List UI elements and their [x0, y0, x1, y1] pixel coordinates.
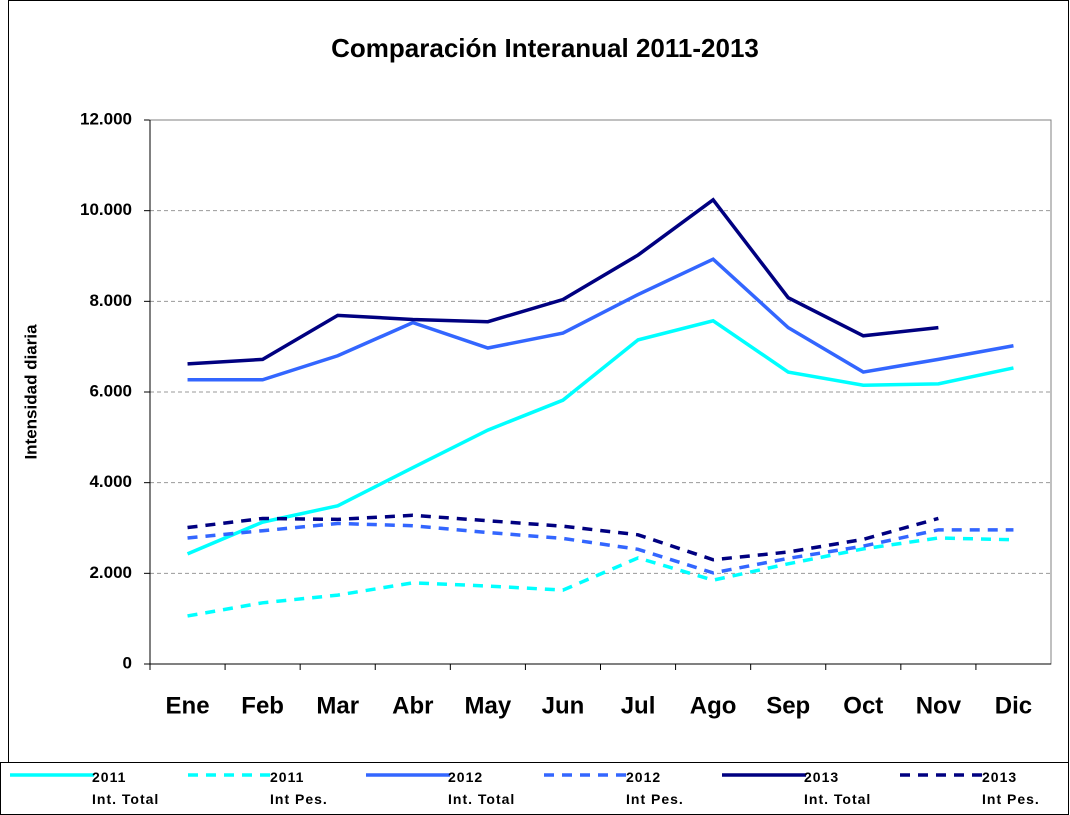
- legend-item: 2013 Int. Total: [712, 762, 890, 815]
- legend-label: 2012 Int Pes.: [626, 769, 684, 807]
- series-line: [186, 318, 1014, 556]
- x-tick-label: Abr: [392, 692, 433, 719]
- x-tick-label: Ago: [690, 692, 737, 719]
- x-tick-label: Feb: [241, 692, 284, 719]
- legend-item: 2011 Int Pes.: [178, 762, 356, 815]
- chart-border: [8, 0, 1069, 763]
- legend-item: 2012 Int. Total: [356, 762, 534, 815]
- x-tick-label: Jul: [621, 692, 656, 719]
- legend-swatch: [900, 773, 984, 777]
- legend-label: 2013 Int Pes.: [982, 769, 1040, 807]
- legend-label: 2011 Int Pes.: [270, 769, 328, 807]
- y-tick-label: 12.000: [80, 109, 132, 128]
- x-tick-label: Nov: [916, 692, 962, 719]
- legend-swatch: [722, 773, 806, 777]
- chart-title: Comparación Interanual 2011-2013: [331, 33, 759, 63]
- y-tick-label: 0: [123, 653, 132, 672]
- legend-item: 2013 Int Pes.: [890, 762, 1068, 815]
- legend: 2011 Int. Total 2011 Int Pes. 2012 Int. To…: [0, 762, 1070, 815]
- series-line: [187, 521, 1014, 575]
- legend-item: 2011 Int. Total: [0, 762, 178, 815]
- x-tick-label: Sep: [766, 692, 810, 719]
- series-line: [187, 536, 1014, 618]
- y-tick-label: 6.000: [89, 381, 132, 400]
- y-tick-label: 4.000: [89, 472, 132, 491]
- legend-label: 2013 Int. Total: [804, 769, 872, 807]
- legend-swatch: [10, 773, 94, 777]
- legend-swatch: [544, 773, 628, 777]
- legend-swatch: [366, 773, 450, 777]
- legend-label: 2011 Int. Total: [92, 769, 160, 807]
- series-line: [187, 257, 1014, 382]
- x-tick-label: Oct: [843, 692, 883, 719]
- x-tick-label: Dic: [995, 692, 1032, 719]
- x-tick-label: Jun: [542, 692, 585, 719]
- y-tick-label: 10.000: [80, 200, 132, 219]
- x-tick-label: Ene: [166, 692, 210, 719]
- series-line: [187, 197, 939, 366]
- y-axis-title: Intensidad diaria: [21, 324, 40, 460]
- legend-swatch: [188, 773, 272, 777]
- y-tick-label: 8.000: [89, 291, 132, 310]
- x-tick-label: May: [465, 692, 512, 719]
- y-tick-label: 2.000: [89, 563, 132, 582]
- series-line: [187, 513, 939, 562]
- legend-label: 2012 Int. Total: [448, 769, 516, 807]
- legend-item: 2012 Int Pes.: [534, 762, 712, 815]
- x-tick-label: Mar: [316, 692, 359, 719]
